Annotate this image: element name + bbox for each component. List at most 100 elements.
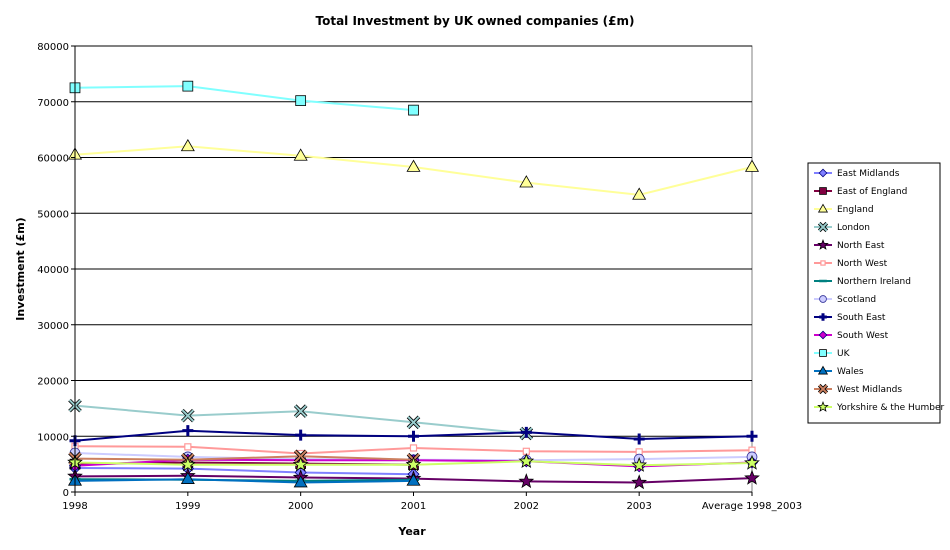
legend-marker xyxy=(819,313,827,321)
x-tick-label: 1998 xyxy=(62,501,87,512)
data-point xyxy=(518,453,535,469)
y-tick-label: 70000 xyxy=(37,98,69,109)
x-tick-label: 2001 xyxy=(401,501,426,512)
legend-label: West Midlands xyxy=(837,385,902,395)
legend-label: UK xyxy=(837,349,851,359)
data-point xyxy=(293,475,308,488)
legend-label: North West xyxy=(837,259,888,269)
data-point-inner xyxy=(294,404,307,418)
legend-label: North East xyxy=(837,241,885,251)
data-point xyxy=(744,469,760,485)
legend-marker xyxy=(819,187,827,195)
legend-entry: North West xyxy=(814,259,888,269)
legend-label: South West xyxy=(837,331,889,341)
legend-entry: East of England xyxy=(814,187,907,197)
legend-marker xyxy=(817,400,829,412)
y-tick-label: 40000 xyxy=(37,265,69,276)
data-point xyxy=(295,95,307,106)
legend-marker-inner xyxy=(818,384,828,394)
data-point xyxy=(295,429,307,441)
legend-marker xyxy=(817,238,829,250)
legend-entry: Yorkshire & the Humber xyxy=(814,400,945,413)
data-point-inner xyxy=(407,416,420,429)
legend-entry: London xyxy=(814,221,870,233)
series-11 xyxy=(67,471,421,488)
legend-entry: North East xyxy=(814,238,885,251)
y-axis-title: Investment (£m) xyxy=(14,217,27,320)
legend-label: East of England xyxy=(837,187,907,197)
legend-marker xyxy=(817,203,829,213)
series-line xyxy=(74,455,414,461)
legend-entry: Scotland xyxy=(814,295,876,305)
data-point xyxy=(408,104,419,116)
legend-entry: West Midlands xyxy=(814,383,902,395)
data-point xyxy=(180,471,195,484)
data-point xyxy=(633,433,645,445)
data-point xyxy=(632,187,647,200)
data-point xyxy=(179,456,196,472)
legend-label: London xyxy=(837,223,870,233)
legend-marker-inner xyxy=(818,222,828,232)
x-tick-label: 2000 xyxy=(288,501,313,512)
data-point xyxy=(405,456,422,472)
y-tick-label: 20000 xyxy=(37,377,69,388)
legend-box xyxy=(807,162,941,424)
data-point xyxy=(180,138,195,152)
series-line xyxy=(74,478,414,484)
legend-entry: UK xyxy=(814,349,851,359)
legend-entry: Northern Ireland xyxy=(814,277,911,287)
y-tick-label: 30000 xyxy=(37,321,69,332)
data-point xyxy=(182,425,194,437)
legend-marker xyxy=(818,330,828,340)
data-point xyxy=(406,473,421,486)
x-tick-label: 1999 xyxy=(175,501,200,512)
data-point xyxy=(292,456,309,472)
legend-entry: England xyxy=(814,203,874,215)
data-point xyxy=(520,426,532,438)
legend-label: Scotland xyxy=(837,295,876,305)
legend-marker xyxy=(819,349,827,357)
series-2 xyxy=(67,138,760,200)
legend-entry: Wales xyxy=(814,365,864,377)
legend-label: England xyxy=(837,205,874,215)
y-tick-label: 80000 xyxy=(37,42,69,53)
legend-label: South East xyxy=(837,313,886,323)
legend-entry: South West xyxy=(814,330,889,341)
legend-marker xyxy=(819,295,827,303)
data-point xyxy=(293,148,308,161)
data-point xyxy=(631,456,648,472)
data-point xyxy=(746,430,758,442)
data-point xyxy=(518,473,535,489)
data-point-inner xyxy=(294,450,307,463)
x-tick-label: 2003 xyxy=(626,501,651,512)
data-point xyxy=(744,454,760,470)
data-point-inner xyxy=(181,409,195,422)
data-point xyxy=(408,430,419,442)
y-tick-label: 10000 xyxy=(37,432,69,443)
data-point xyxy=(184,443,192,451)
legend-label: East Midlands xyxy=(837,169,900,179)
legend-marker xyxy=(820,260,826,266)
legend-marker xyxy=(817,365,829,375)
legend-label: Yorkshire & the Humber xyxy=(836,403,945,413)
x-axis-title: Year xyxy=(397,525,426,538)
legend-entry: South East xyxy=(814,313,886,323)
series-line xyxy=(74,467,414,476)
data-point xyxy=(406,159,421,172)
chart-title: Total Investment by UK owned companies (… xyxy=(316,14,635,28)
y-tick-label: 50000 xyxy=(37,209,69,220)
series-line xyxy=(74,85,414,112)
legend-label: Northern Ireland xyxy=(837,277,911,287)
data-point xyxy=(409,444,418,452)
legend-entry: East Midlands xyxy=(814,168,900,179)
data-point xyxy=(519,175,534,188)
data-point xyxy=(182,80,194,92)
x-tick-label: 2002 xyxy=(514,501,539,512)
data-point xyxy=(631,474,648,490)
data-point xyxy=(744,159,760,172)
legend-label: Wales xyxy=(837,367,864,377)
x-tick-label: Average 1998_2003 xyxy=(702,501,802,512)
y-tick-label: 0 xyxy=(63,488,69,499)
series-13 xyxy=(67,453,760,472)
